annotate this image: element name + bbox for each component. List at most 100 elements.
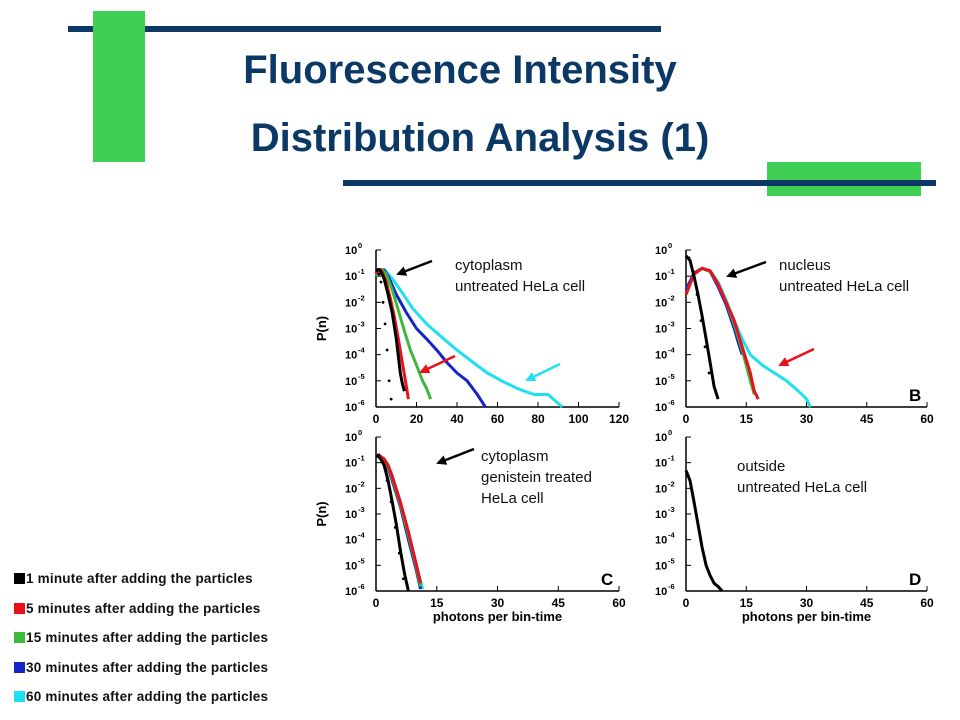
y-tick-label: 10 xyxy=(655,458,667,470)
panel-annotation: cytoplasm xyxy=(455,257,523,274)
y-tick-exponent: -4 xyxy=(358,346,365,355)
series-line xyxy=(684,266,760,400)
y-tick-exponent: -3 xyxy=(358,505,365,514)
series-line xyxy=(684,469,724,592)
poisson-dot xyxy=(401,577,405,581)
legend-item: 30 minutes after adding the particles xyxy=(14,660,268,690)
y-tick-label: 10 xyxy=(345,271,357,283)
series-line xyxy=(684,254,720,400)
y-tick-exponent: -4 xyxy=(668,531,675,540)
poisson-dot xyxy=(389,397,393,401)
x-tick-label: 100 xyxy=(568,412,588,426)
poisson-dot xyxy=(393,526,397,529)
right-green-block xyxy=(767,162,921,196)
legend-swatch xyxy=(14,661,25,673)
panel-letter: D xyxy=(909,570,921,589)
y-tick-label: 10 xyxy=(655,483,667,495)
x-tick-label: 60 xyxy=(920,596,934,610)
y-tick-exponent: -6 xyxy=(358,582,365,591)
y-tick-exponent: 0 xyxy=(668,241,672,250)
y-tick-exponent: -1 xyxy=(668,454,675,463)
y-tick-label: 10 xyxy=(655,509,667,521)
y-tick-label: 10 xyxy=(655,535,667,547)
x-axis-label: photons per bin-time xyxy=(742,609,871,624)
x-tick-label: 15 xyxy=(430,596,444,610)
y-tick-label: 10 xyxy=(655,324,667,336)
y-tick-exponent: -6 xyxy=(668,398,675,407)
y-tick-exponent: -5 xyxy=(668,372,675,381)
y-tick-exponent: -2 xyxy=(668,479,675,488)
x-tick-label: 60 xyxy=(920,412,934,426)
x-tick-label: 60 xyxy=(612,596,626,610)
y-tick-exponent: -4 xyxy=(668,346,675,355)
y-tick-label: 10 xyxy=(655,432,667,444)
poisson-dot xyxy=(379,280,383,284)
x-tick-label: 15 xyxy=(740,596,754,610)
legend-swatch xyxy=(14,602,25,614)
panel-letter: B xyxy=(909,386,921,405)
legend-label: 60 minutes after adding the particles xyxy=(26,689,269,704)
annotation-arrow xyxy=(525,362,561,382)
panel-annotation: untreated HeLa cell xyxy=(737,479,867,496)
legend-label: 5 minutes after adding the particles xyxy=(26,600,261,616)
y-tick-exponent: -5 xyxy=(358,556,365,565)
panel-annotation: untreated HeLa cell xyxy=(779,278,909,295)
y-tick-exponent: 0 xyxy=(668,428,672,437)
y-tick-label: 10 xyxy=(345,297,357,309)
poisson-dot xyxy=(695,293,699,296)
panel-annotation: genistein treated xyxy=(481,469,592,486)
y-tick-exponent: 0 xyxy=(358,428,362,437)
y-tick-exponent: -2 xyxy=(358,293,365,302)
poisson-dot xyxy=(385,348,389,352)
y-tick-exponent: 0 xyxy=(358,241,362,250)
y-tick-label: 10 xyxy=(345,402,357,414)
poisson-dot xyxy=(703,345,707,349)
y-tick-label: 10 xyxy=(345,376,357,388)
x-tick-label: 40 xyxy=(450,412,464,426)
y-tick-label: 10 xyxy=(345,432,357,444)
slide-title-line1: Fluorescence Intensity xyxy=(243,48,677,92)
poisson-dot xyxy=(389,500,393,504)
legend-swatch xyxy=(14,691,25,702)
legend-item: 5 minutes after adding the particles xyxy=(14,601,268,631)
y-tick-label: 10 xyxy=(655,560,667,572)
legend-item: 1 minute after adding the particles xyxy=(14,571,268,601)
x-tick-label: 0 xyxy=(373,412,380,426)
panel-annotation: cytoplasm xyxy=(481,448,549,465)
x-tick-label: 45 xyxy=(860,596,874,610)
top-navy-line xyxy=(68,26,661,32)
legend: 1 minute after adding the particles 5 min… xyxy=(14,571,268,719)
legend-label: 1 minute after adding the particles xyxy=(26,571,253,586)
panel-letter: C xyxy=(601,570,613,589)
poisson-dot xyxy=(381,300,385,304)
y-tick-exponent: -1 xyxy=(358,454,365,463)
legend-swatch xyxy=(14,632,25,643)
annotation-arrow xyxy=(436,447,475,465)
series-line xyxy=(375,453,423,584)
y-tick-label: 10 xyxy=(655,245,667,257)
annotation-arrow xyxy=(396,259,433,276)
y-tick-label: 10 xyxy=(345,350,357,362)
x-tick-label: 30 xyxy=(800,412,814,426)
y-tick-label: 10 xyxy=(345,586,357,598)
x-tick-label: 20 xyxy=(410,412,424,426)
annotation-arrow xyxy=(778,347,815,367)
poisson-dot xyxy=(377,272,381,276)
slide-title-line2: Distribution Analysis (1) xyxy=(250,116,710,160)
y-tick-label: 10 xyxy=(345,458,357,470)
bottom-navy-line xyxy=(343,180,936,186)
y-tick-exponent: -1 xyxy=(358,267,365,276)
y-tick-label: 10 xyxy=(345,324,357,336)
x-tick-label: 30 xyxy=(800,596,814,610)
y-tick-label: 10 xyxy=(655,376,667,388)
panel-annotation: nucleus xyxy=(779,257,831,274)
poisson-dot xyxy=(377,453,381,457)
x-tick-label: 80 xyxy=(531,412,545,426)
x-tick-label: 30 xyxy=(491,596,505,610)
y-tick-label: 10 xyxy=(345,483,357,495)
y-tick-label: 10 xyxy=(345,535,357,547)
poisson-dot xyxy=(687,256,691,260)
x-tick-label: 15 xyxy=(740,412,754,426)
x-axis-label: photons per bin-time xyxy=(433,609,562,624)
annotation-arrow xyxy=(726,260,767,278)
